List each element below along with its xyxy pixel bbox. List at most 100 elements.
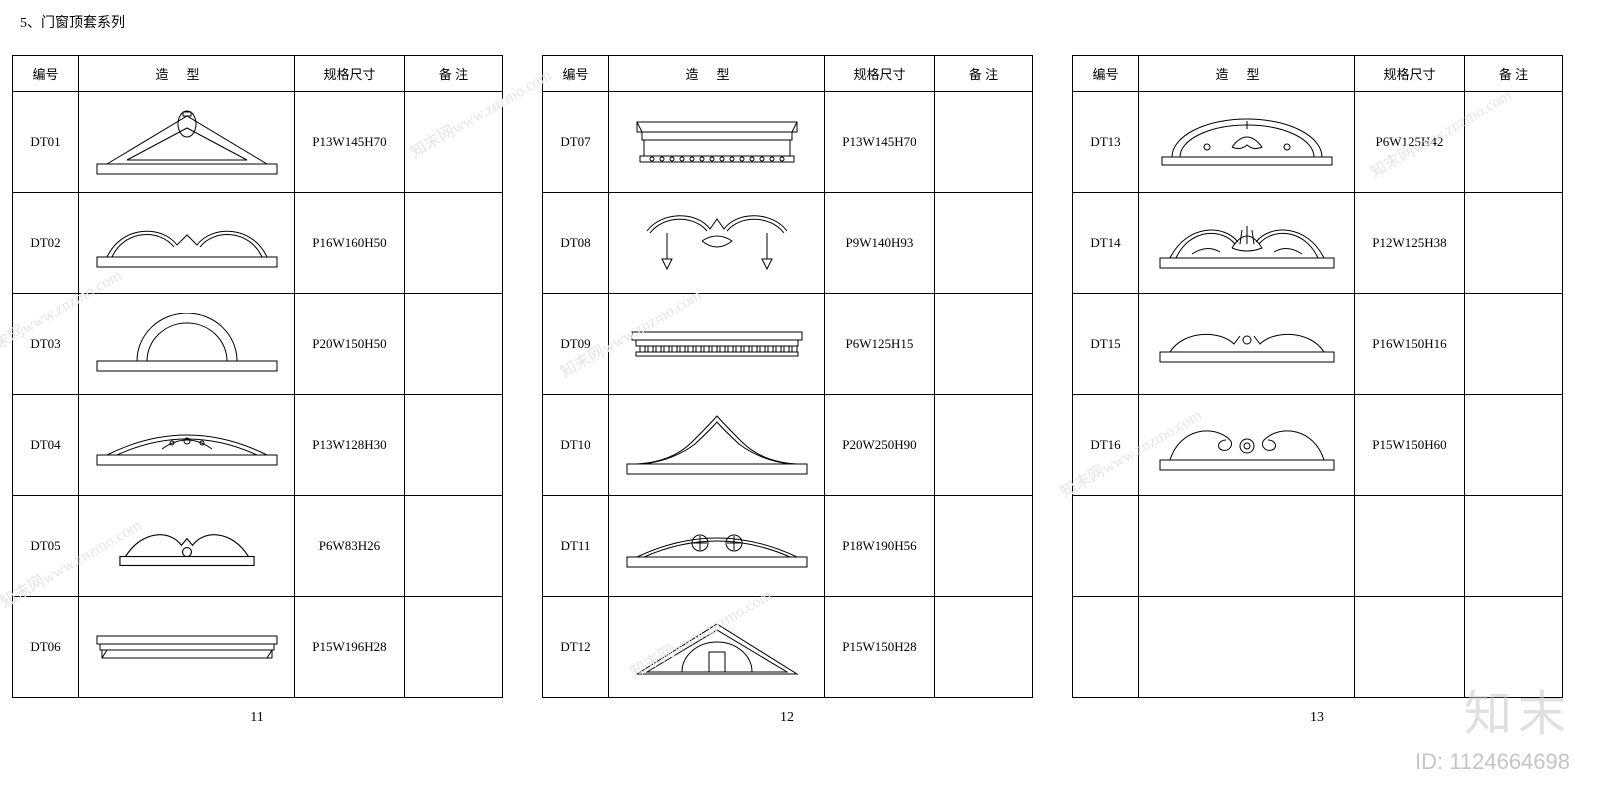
empty-icon	[1139, 496, 1354, 596]
table-row: DT01 P13W145H70	[13, 92, 503, 193]
cell-remark	[1465, 496, 1563, 597]
cell-shape	[1139, 92, 1355, 193]
cell-spec: P16W160H50	[295, 193, 405, 294]
cell-shape	[1139, 193, 1355, 294]
table-row: DT09 P6W125H15	[543, 294, 1033, 395]
cell-spec: P9W140H93	[825, 193, 935, 294]
swan-neck-small-icon	[79, 496, 294, 596]
table-row: DT14 P12W125H38	[1073, 193, 1563, 294]
cell-shape	[79, 193, 295, 294]
cell-remark	[405, 92, 503, 193]
cell-shape	[609, 496, 825, 597]
table-row: DT02 P16W160H50	[13, 193, 503, 294]
cell-code: DT07	[543, 92, 609, 193]
cell-spec: P15W150H60	[1355, 395, 1465, 496]
header-code: 编号	[1073, 56, 1139, 92]
cell-code: DT15	[1073, 294, 1139, 395]
header-code: 编号	[543, 56, 609, 92]
header-spec: 规格尺寸	[1355, 56, 1465, 92]
cell-remark	[1465, 193, 1563, 294]
cell-shape	[609, 294, 825, 395]
cell-code	[1073, 597, 1139, 698]
cell-spec: P20W150H50	[295, 294, 405, 395]
watermark-logo: 知末	[1464, 674, 1572, 744]
cell-shape	[609, 193, 825, 294]
cell-spec: P12W125H38	[1355, 193, 1465, 294]
cell-remark	[405, 395, 503, 496]
segmental-rosettes-icon	[609, 496, 824, 596]
cell-shape	[1139, 395, 1355, 496]
table-row: DT04 P13W128H30	[13, 395, 503, 496]
cell-code: DT13	[1073, 92, 1139, 193]
cell-spec: P20W250H90	[825, 395, 935, 496]
cell-code: DT01	[13, 92, 79, 193]
swan-neck-pediment-icon	[79, 193, 294, 293]
catalog-table: 编号造型规格尺寸备 注DT13 P6W125H42DT14 P12W125H38…	[1072, 55, 1563, 698]
watermark-id: ID: 1124664698	[1415, 749, 1570, 775]
cell-spec: P16W150H16	[1355, 294, 1465, 395]
header-remark: 备 注	[935, 56, 1033, 92]
table-row	[1073, 496, 1563, 597]
cell-spec: P15W150H28	[825, 597, 935, 698]
cell-remark	[405, 496, 503, 597]
cell-remark	[1465, 92, 1563, 193]
table-row: DT10 P20W250H90	[543, 395, 1033, 496]
dentil-cornice-icon	[609, 294, 824, 394]
cell-shape	[79, 496, 295, 597]
table-row: DT15 P16W150H16	[1073, 294, 1563, 395]
triangular-pediment-urn-icon	[79, 92, 294, 192]
table-row: DT03 P20W150H50	[13, 294, 503, 395]
cell-code: DT10	[543, 395, 609, 496]
cell-shape	[1139, 496, 1355, 597]
cell-code: DT02	[13, 193, 79, 294]
flat-cornice-icon	[79, 597, 294, 697]
cell-shape	[609, 92, 825, 193]
classical-entablature-icon	[609, 92, 824, 192]
header-shape: 造型	[609, 56, 825, 92]
cell-remark	[935, 92, 1033, 193]
cell-shape	[79, 597, 295, 698]
cell-spec: P15W196H28	[295, 597, 405, 698]
section-title: 5、门窗顶套系列	[20, 12, 125, 32]
cell-spec: P6W125H15	[825, 294, 935, 395]
header-code: 编号	[13, 56, 79, 92]
table-row: DT06 P15W196H28	[13, 597, 503, 698]
cell-spec: P18W190H56	[825, 496, 935, 597]
catalog-table: 编号造型规格尺寸备 注DT01 P13W145H70DT02 P16W160H5…	[12, 55, 503, 698]
cell-shape	[1139, 294, 1355, 395]
header-spec: 规格尺寸	[825, 56, 935, 92]
header-remark: 备 注	[405, 56, 503, 92]
cell-remark	[935, 193, 1033, 294]
catalog-page: 编号造型规格尺寸备 注DT13 P6W125H42DT14 P12W125H38…	[1072, 55, 1562, 726]
cell-code: DT16	[1073, 395, 1139, 496]
cell-shape	[79, 294, 295, 395]
pages-container: 编号造型规格尺寸备 注DT01 P13W145H70DT02 P16W160H5…	[0, 55, 1562, 726]
cell-code: DT09	[543, 294, 609, 395]
cell-code: DT12	[543, 597, 609, 698]
cell-remark	[405, 597, 503, 698]
sunburst-arch-icon	[1139, 92, 1354, 192]
cell-shape	[79, 92, 295, 193]
swan-neck-flat-icon	[1139, 294, 1354, 394]
cell-spec	[1355, 597, 1465, 698]
cell-code: DT05	[13, 496, 79, 597]
cell-code: DT04	[13, 395, 79, 496]
cell-code: DT11	[543, 496, 609, 597]
cell-remark	[935, 597, 1033, 698]
header-shape: 造型	[79, 56, 295, 92]
cell-spec: P13W145H70	[295, 92, 405, 193]
table-row: DT13 P6W125H42	[1073, 92, 1563, 193]
cell-spec	[1355, 496, 1465, 597]
ogee-arch-icon	[609, 395, 824, 495]
cell-code: DT08	[543, 193, 609, 294]
swan-neck-pendants-icon	[609, 193, 824, 293]
table-row: DT16 P15W150H60	[1073, 395, 1563, 496]
catalog-page: 编号造型规格尺寸备 注DT07 P13W145H70DT08 P9W140H93…	[542, 55, 1032, 726]
cell-code: DT06	[13, 597, 79, 698]
cell-remark	[1465, 294, 1563, 395]
table-row: DT05 P6W83H26	[13, 496, 503, 597]
scroll-pediment-icon	[1139, 395, 1354, 495]
cell-remark	[405, 294, 503, 395]
cell-shape	[609, 395, 825, 496]
segmental-carved-icon	[79, 395, 294, 495]
